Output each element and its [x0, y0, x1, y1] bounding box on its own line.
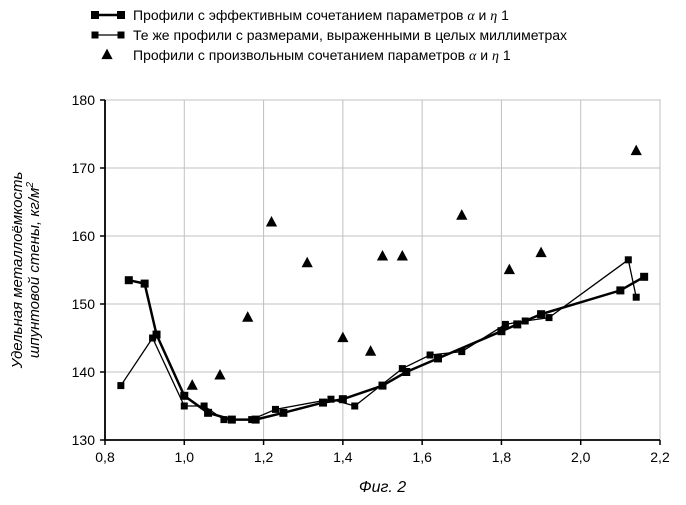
svg-text:0,8: 0,8 [95, 449, 115, 465]
svg-text:Те же профили с размерами, выр: Те же профили с размерами, выраженными в… [133, 27, 567, 43]
svg-text:1,4: 1,4 [333, 449, 353, 465]
svg-text:Профили с эффективным сочетани: Профили с эффективным сочетанием парамет… [133, 7, 509, 24]
chart: Профили с эффективным сочетанием парамет… [0, 0, 686, 500]
svg-text:150: 150 [72, 296, 96, 312]
svg-text:1,8: 1,8 [492, 449, 512, 465]
svg-text:Профили с произвольным сочетан: Профили с произвольным сочетанием параме… [133, 47, 511, 64]
svg-text:170: 170 [72, 160, 96, 176]
svg-text:Удельная металлоёмкостьшпунтов: Удельная металлоёмкостьшпунтовой стены, … [9, 171, 43, 369]
svg-text:1,6: 1,6 [412, 449, 432, 465]
svg-text:2,2: 2,2 [650, 449, 670, 465]
svg-text:160: 160 [72, 228, 96, 244]
svg-text:1,0: 1,0 [175, 449, 195, 465]
svg-text:130: 130 [72, 432, 96, 448]
svg-text:Фиг. 2: Фиг. 2 [359, 479, 406, 496]
svg-text:140: 140 [72, 364, 96, 380]
svg-text:180: 180 [72, 92, 96, 108]
svg-text:1,2: 1,2 [254, 449, 274, 465]
svg-text:2,0: 2,0 [571, 449, 591, 465]
